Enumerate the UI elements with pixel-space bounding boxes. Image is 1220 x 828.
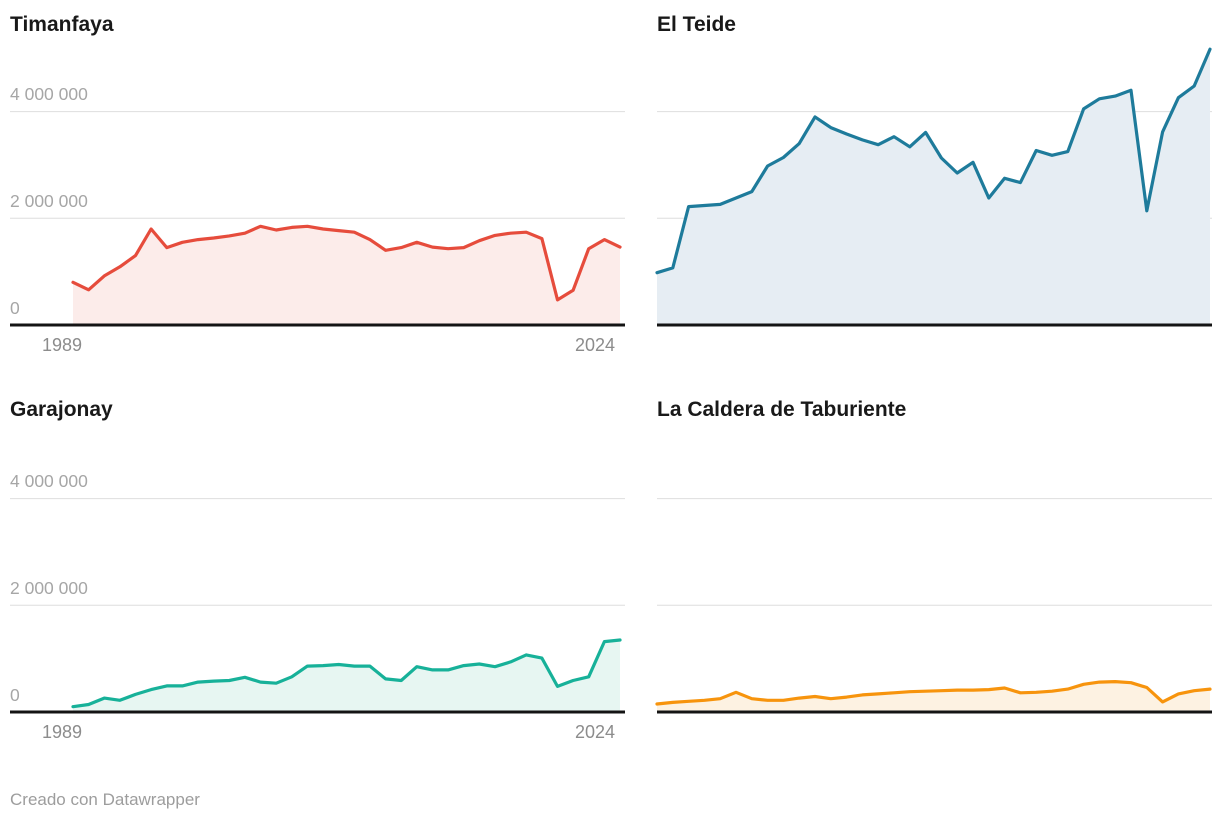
chart-title-timanfaya: Timanfaya bbox=[10, 13, 114, 36]
timanfaya-line bbox=[71, 224, 622, 302]
chart-title-el-teide: El Teide bbox=[657, 13, 736, 36]
la-caldera-de-taburiente-area bbox=[657, 681, 1210, 712]
garajonay-line bbox=[71, 638, 622, 709]
x-tick-2024-row2: 2024 bbox=[574, 722, 615, 742]
timanfaya-area bbox=[73, 226, 620, 325]
y-tick-2m-row1: 2 000 000 bbox=[10, 191, 88, 211]
y-tick-4m-row2: 4 000 000 bbox=[10, 471, 88, 491]
x-tick-1989-row2: 1989 bbox=[42, 722, 83, 742]
la-caldera-de-taburiente-line bbox=[655, 680, 1212, 706]
garajonay-chart bbox=[10, 498, 625, 714]
y-tick-2m-row2: 2 000 000 bbox=[10, 578, 88, 598]
el-teide-line bbox=[655, 47, 1212, 275]
y-tick-0-row1: 0 bbox=[10, 298, 20, 318]
chart-title-garajonay: Garajonay bbox=[10, 398, 113, 421]
el-teide-chart bbox=[655, 47, 1212, 327]
timanfaya-chart bbox=[10, 111, 625, 327]
chart-title-la-caldera-de-taburiente: La Caldera de Taburiente bbox=[657, 398, 907, 421]
garajonay-area bbox=[73, 640, 620, 712]
el-teide-area bbox=[657, 49, 1210, 325]
y-tick-0-row2: 0 bbox=[10, 685, 20, 705]
x-tick-2024-row1: 2024 bbox=[574, 335, 615, 355]
y-tick-4m-row1: 4 000 000 bbox=[10, 84, 88, 104]
datawrapper-attribution: Creado con Datawrapper bbox=[10, 790, 200, 809]
la-caldera-de-taburiente-chart bbox=[655, 498, 1212, 714]
x-tick-1989-row1: 1989 bbox=[42, 335, 83, 355]
